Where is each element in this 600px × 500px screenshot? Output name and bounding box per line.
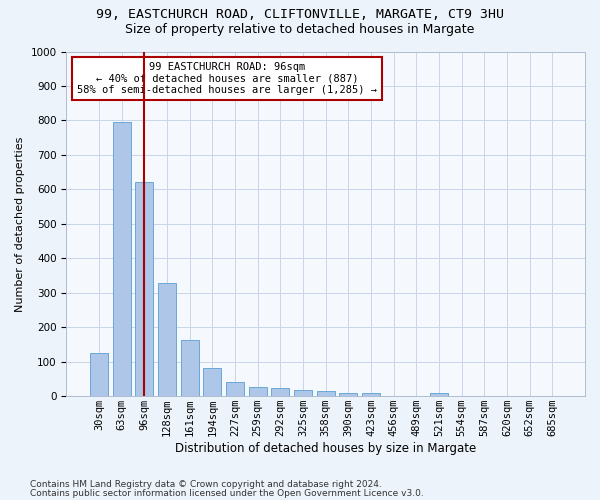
Bar <box>362 394 380 396</box>
Y-axis label: Number of detached properties: Number of detached properties <box>15 136 25 312</box>
Bar <box>317 391 335 396</box>
Bar <box>181 340 199 396</box>
Bar <box>226 382 244 396</box>
Text: Size of property relative to detached houses in Margate: Size of property relative to detached ho… <box>125 22 475 36</box>
Bar <box>294 390 312 396</box>
Bar <box>113 122 131 396</box>
Bar <box>340 392 358 396</box>
Bar <box>271 388 289 396</box>
Bar <box>430 392 448 396</box>
Text: 99, EASTCHURCH ROAD, CLIFTONVILLE, MARGATE, CT9 3HU: 99, EASTCHURCH ROAD, CLIFTONVILLE, MARGA… <box>96 8 504 20</box>
Bar <box>158 283 176 396</box>
Bar <box>136 182 154 396</box>
Bar <box>90 353 108 396</box>
Text: Contains HM Land Registry data © Crown copyright and database right 2024.: Contains HM Land Registry data © Crown c… <box>30 480 382 489</box>
Text: Contains public sector information licensed under the Open Government Licence v3: Contains public sector information licen… <box>30 488 424 498</box>
Bar <box>203 368 221 396</box>
Bar <box>248 386 267 396</box>
X-axis label: Distribution of detached houses by size in Margate: Distribution of detached houses by size … <box>175 442 476 455</box>
Text: 99 EASTCHURCH ROAD: 96sqm
← 40% of detached houses are smaller (887)
58% of semi: 99 EASTCHURCH ROAD: 96sqm ← 40% of detac… <box>77 62 377 95</box>
